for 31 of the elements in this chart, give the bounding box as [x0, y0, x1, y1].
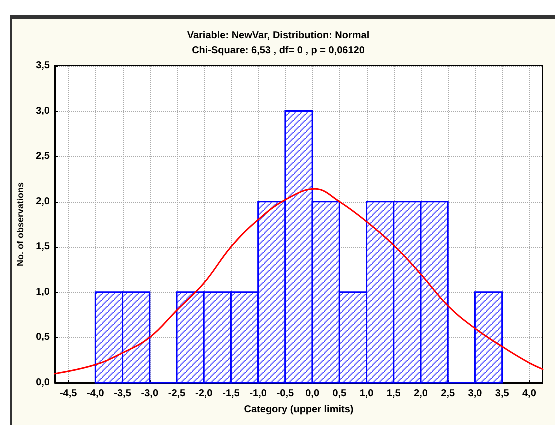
x-tick-label: -3,0 — [141, 388, 159, 400]
y-tick-label: 1,0 — [36, 286, 50, 298]
x-tick-label: 0,0 — [306, 388, 320, 400]
x-axis-title: Category (upper limits) — [244, 404, 354, 416]
x-tick-label: -4,0 — [87, 388, 105, 400]
x-tick-label: -3,5 — [114, 388, 132, 400]
x-tick-label: 2,0 — [414, 388, 428, 400]
chart-subtitle: Chi-Square: 6,53 , df= 0 , p = 0,06120 — [192, 46, 366, 56]
y-tick-label: 0,0 — [36, 378, 50, 388]
x-tick-label: 1,5 — [386, 388, 402, 400]
chart-title: Variable: NewVar, Distribution: Normal — [187, 30, 370, 42]
y-tick-label: 2,5 — [36, 151, 50, 162]
x-tick-label: -0,5 — [276, 388, 294, 400]
line-series — [54, 188, 544, 375]
x-tick-label: 3,0 — [468, 388, 483, 400]
x-tick-label: -2,5 — [168, 388, 186, 400]
x-tick-label: -2,0 — [195, 388, 214, 400]
y-tick-label: 0,5 — [36, 332, 50, 344]
y-tick-label: 3,5 — [36, 60, 50, 72]
x-tick-label: 0,5 — [332, 388, 348, 400]
y-axis-title: No. of observations — [16, 182, 26, 267]
y-tick-label: 1,5 — [36, 242, 50, 253]
x-tick-label: 2,5 — [441, 388, 456, 400]
y-tick-label: 2,0 — [36, 196, 50, 208]
x-tick-label: -1,0 — [250, 388, 268, 400]
x-tick-label: 4,0 — [522, 388, 537, 400]
y-tick-label: 3,0 — [36, 106, 50, 117]
x-tick-label: -4,5 — [60, 388, 78, 400]
x-tick-label: 3,5 — [495, 388, 510, 400]
x-tick-label: -1,5 — [222, 388, 240, 400]
x-tick-label: 1,0 — [360, 388, 374, 400]
